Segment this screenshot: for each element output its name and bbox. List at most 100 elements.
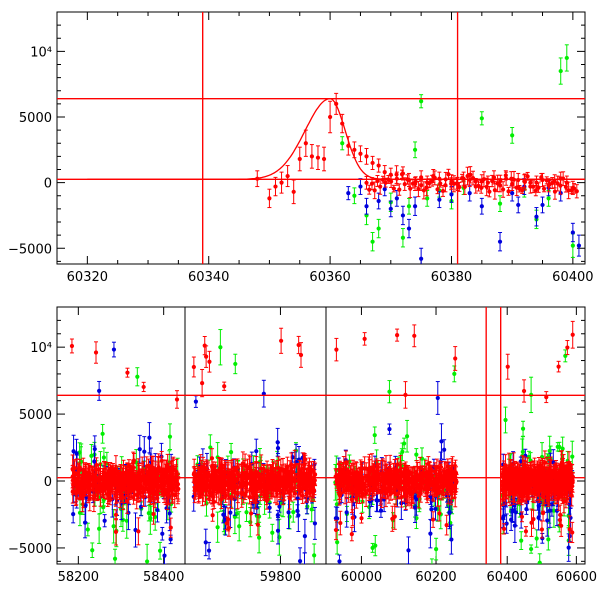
data-point bbox=[202, 343, 207, 348]
data-point bbox=[168, 537, 173, 542]
blue-measurement bbox=[162, 546, 167, 564]
data-point bbox=[375, 498, 380, 503]
data-point bbox=[388, 179, 394, 184]
data-point bbox=[100, 431, 105, 436]
data-point bbox=[372, 188, 377, 193]
data-point bbox=[448, 520, 453, 525]
data-point bbox=[233, 361, 238, 367]
top-data bbox=[87, 44, 585, 264]
data-point bbox=[558, 183, 563, 188]
blue-measurement bbox=[133, 512, 138, 548]
green-measurement bbox=[404, 419, 410, 453]
blue-measurement bbox=[388, 200, 393, 218]
data-point bbox=[533, 188, 538, 193]
data-point bbox=[221, 512, 226, 517]
data-point bbox=[510, 191, 515, 196]
red-measurement bbox=[321, 146, 327, 172]
green-measurement bbox=[270, 523, 275, 542]
data-point bbox=[297, 156, 302, 162]
data-point bbox=[257, 535, 262, 540]
blue-measurement bbox=[296, 498, 301, 533]
data-point bbox=[315, 155, 321, 160]
x-tick-label: 60400 bbox=[552, 270, 593, 285]
data-point bbox=[449, 192, 454, 197]
blue-measurement bbox=[534, 207, 539, 227]
data-point bbox=[303, 141, 308, 146]
reference-lines-overlay bbox=[57, 12, 585, 264]
x-tick-label: 60360 bbox=[309, 270, 350, 285]
data-point bbox=[545, 518, 550, 523]
data-point bbox=[162, 553, 167, 558]
data-point bbox=[291, 510, 296, 515]
blue-measurement bbox=[71, 504, 76, 524]
data-point bbox=[277, 504, 282, 509]
red-measurement bbox=[397, 183, 402, 196]
blue-measurement bbox=[337, 554, 342, 564]
green-measurement bbox=[425, 190, 430, 207]
data-point bbox=[93, 350, 99, 355]
data-point bbox=[394, 196, 399, 201]
data-point bbox=[228, 450, 234, 455]
x-tick-label: 60000 bbox=[341, 570, 382, 585]
red-measurement bbox=[255, 513, 260, 536]
red-measurement bbox=[500, 181, 506, 198]
blue-measurement bbox=[275, 517, 281, 545]
blue-measurement bbox=[513, 498, 518, 527]
y-tick-label: 10⁴ bbox=[30, 341, 52, 356]
data-point bbox=[367, 504, 372, 510]
data-point bbox=[286, 510, 291, 515]
data-point bbox=[321, 156, 327, 162]
x-tick-label: 60340 bbox=[188, 270, 229, 285]
blue-measurement bbox=[400, 205, 406, 226]
data-point bbox=[174, 397, 180, 402]
data-point bbox=[309, 154, 314, 159]
blue-measurement bbox=[516, 196, 521, 214]
blue-measurement bbox=[111, 341, 117, 358]
red-measurement bbox=[413, 176, 418, 188]
data-point bbox=[510, 133, 515, 138]
data-point bbox=[372, 433, 377, 438]
data-point bbox=[270, 530, 275, 535]
data-point bbox=[428, 531, 433, 536]
data-point bbox=[101, 455, 107, 460]
blue-measurement bbox=[302, 518, 307, 554]
data-point bbox=[570, 454, 575, 459]
blue-measurement bbox=[193, 395, 198, 408]
data-point bbox=[490, 178, 495, 184]
data-point bbox=[369, 181, 375, 186]
red-measurement bbox=[451, 175, 457, 193]
data-point bbox=[412, 204, 418, 209]
y-tick-label: 5000 bbox=[19, 111, 52, 126]
data-point bbox=[558, 68, 563, 74]
data-point bbox=[500, 187, 506, 192]
data-point bbox=[429, 507, 434, 512]
data-point bbox=[124, 518, 129, 523]
data-point bbox=[504, 521, 509, 526]
data-point bbox=[427, 181, 432, 186]
data-point bbox=[566, 545, 571, 550]
data-point bbox=[296, 342, 301, 348]
y-tick-label: 0 bbox=[44, 475, 52, 490]
data-point bbox=[547, 508, 553, 513]
green-measurement bbox=[520, 420, 526, 437]
blue-measurement bbox=[570, 222, 575, 243]
blue-measurement bbox=[297, 547, 303, 564]
blue-measurement bbox=[406, 536, 411, 564]
data-point bbox=[346, 191, 351, 196]
data-point bbox=[218, 345, 223, 350]
blue-measurement bbox=[566, 533, 571, 562]
data-point bbox=[495, 181, 500, 186]
blue-measurement bbox=[97, 380, 102, 401]
data-point bbox=[387, 427, 392, 432]
green-measurement bbox=[370, 542, 375, 553]
data-point bbox=[399, 172, 405, 177]
data-point bbox=[551, 508, 557, 513]
green-measurement bbox=[534, 529, 539, 548]
data-point bbox=[424, 185, 429, 190]
data-point bbox=[102, 518, 107, 523]
red-measurement bbox=[375, 175, 380, 187]
blue-measurement bbox=[267, 502, 272, 513]
data-point bbox=[412, 147, 418, 152]
blue-measurement bbox=[467, 184, 472, 202]
data-point bbox=[462, 184, 467, 189]
